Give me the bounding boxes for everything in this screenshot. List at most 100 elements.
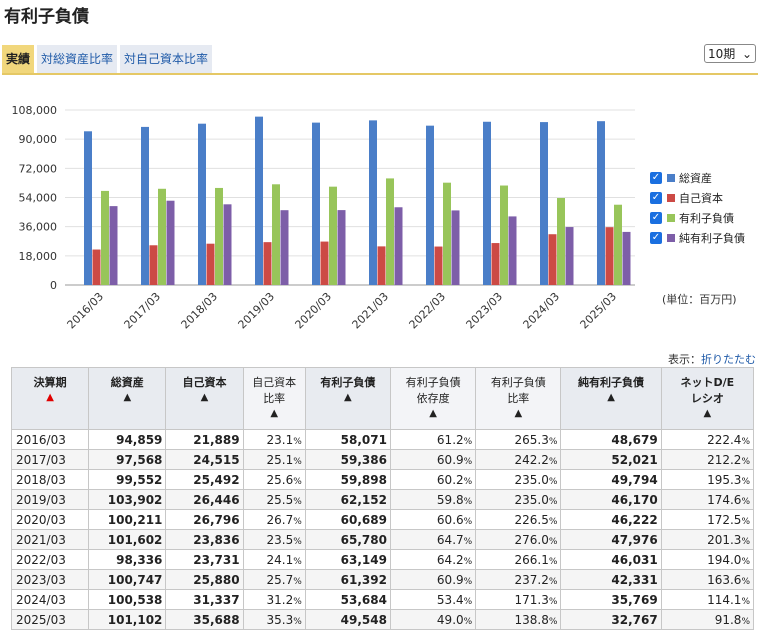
column-header[interactable]: 自己資本 ▲ <box>165 367 244 430</box>
tab-total-assets-ratio[interactable]: 対総資産比率 <box>37 45 118 73</box>
tab-results[interactable]: 実績 <box>2 45 35 73</box>
bar-0 <box>426 125 434 285</box>
tab-underline <box>2 73 758 75</box>
period-select-value: 10期 <box>708 47 736 61</box>
table-cell: 59,898 <box>304 469 391 490</box>
table-cell: 2025/03 <box>10 609 90 630</box>
sort-arrow-icon[interactable]: ▲ <box>344 392 352 403</box>
table-cell: 138.8% <box>475 609 562 630</box>
column-header[interactable]: 自己資本比率 ▲ <box>242 367 306 430</box>
x-tick-label: 2021/03 <box>350 290 392 332</box>
table-cell: 163.6% <box>660 569 755 590</box>
percent-suffix: % <box>548 616 558 627</box>
table-cell: 25.1% <box>242 449 306 470</box>
column-header-label: 自己資本 <box>252 376 297 389</box>
sort-arrow-icon[interactable]: ▲ <box>200 392 209 403</box>
column-header-label: レシオ <box>690 392 724 405</box>
percent-suffix: % <box>293 616 302 627</box>
table-cell: 46,222 <box>560 509 662 530</box>
percent-suffix: % <box>548 436 558 447</box>
bar-2 <box>101 190 109 285</box>
bar-0 <box>483 121 491 285</box>
column-header[interactable]: 純有利子負債 ▲ <box>560 367 662 430</box>
column-header[interactable]: 決算期 ▲ <box>10 367 90 430</box>
sort-arrow-icon[interactable]: ▲ <box>703 408 712 419</box>
display-toggle: 表示：折りたたむ <box>668 351 756 367</box>
y-tick-label: 108,000 <box>12 104 58 117</box>
percent-suffix: % <box>548 496 558 507</box>
column-header[interactable]: 有利子負債 比率 ▲ <box>475 367 562 430</box>
bar-0 <box>597 121 605 286</box>
column-header[interactable]: 総資産 ▲ <box>88 367 167 430</box>
table-cell: 24,515 <box>165 449 244 470</box>
x-tick-label: 2016/03 <box>65 290 107 332</box>
tab-equity-ratio[interactable]: 対自己資本比率 <box>120 45 213 73</box>
checkbox-icon[interactable]: ✓ <box>650 232 662 244</box>
table-cell: 2024/03 <box>10 589 90 610</box>
percent-suffix: % <box>293 436 302 447</box>
sort-arrow-icon[interactable]: ▲ <box>123 392 132 403</box>
column-header-label: ネットD/E <box>680 376 735 389</box>
table-cell: 65,780 <box>304 529 391 550</box>
table-cell: 32,767 <box>560 609 662 630</box>
table-row: 2019/03 103,902 26,446 25.5% 62,152 59.8% 235.… <box>10 489 755 510</box>
bar-3 <box>508 216 517 285</box>
percent-suffix: % <box>293 476 302 487</box>
table-cell: 174.6% <box>660 489 755 510</box>
column-header-label: 有利子負債 <box>405 376 461 389</box>
table-cell: 59,386 <box>304 449 391 470</box>
legend-swatch <box>667 234 675 242</box>
sort-arrow-icon[interactable]: ▲ <box>429 408 437 419</box>
legend-item[interactable]: ✓ 純有利子負債 <box>650 228 745 248</box>
sort-arrow-icon[interactable]: ▲ <box>607 392 615 403</box>
table-cell: 172.5% <box>660 509 755 530</box>
checkbox-icon[interactable]: ✓ <box>650 172 662 184</box>
column-header[interactable]: 有利子負債 ▲ <box>304 367 391 430</box>
column-header-label: 自己資本 <box>182 376 227 389</box>
column-header[interactable]: ネットD/E レシオ ▲ <box>660 367 755 430</box>
percent-suffix: % <box>463 436 473 447</box>
y-tick-label: 36,000 <box>19 221 58 234</box>
checkbox-icon[interactable]: ✓ <box>650 192 662 204</box>
column-header[interactable]: 有利子負債 依存度 ▲ <box>389 367 477 430</box>
sort-arrow-icon[interactable]: ▲ <box>514 408 523 419</box>
bar-1 <box>320 241 329 285</box>
checkbox-icon[interactable]: ✓ <box>650 212 662 224</box>
percent-suffix: % <box>548 536 558 547</box>
display-prefix: 表示： <box>668 353 701 366</box>
page-title: 有利子負債 <box>4 7 89 27</box>
table-cell: 100,538 <box>88 589 167 610</box>
table-cell: 46,170 <box>560 489 662 510</box>
legend-swatch <box>667 214 675 222</box>
percent-suffix: % <box>741 576 750 587</box>
percent-suffix: % <box>548 576 558 587</box>
bar-1 <box>149 245 158 285</box>
tab-bar: 実績 対総資産比率 対自己資本比率 <box>2 45 215 73</box>
period-select[interactable]: 10期 ⌄ <box>704 44 756 63</box>
table-cell: 97,568 <box>88 449 167 470</box>
percent-suffix: % <box>548 516 558 527</box>
collapse-link[interactable]: 折りたたむ <box>701 353 756 366</box>
column-header-label: 有利子負債 <box>490 376 546 389</box>
x-tick-label: 2024/03 <box>521 290 563 332</box>
table-cell: 194.0% <box>660 549 755 570</box>
table-cell: 49,548 <box>304 609 391 630</box>
bar-2 <box>386 178 394 285</box>
percent-suffix: % <box>548 596 558 607</box>
legend-item[interactable]: ✓ 自己資本 <box>650 188 745 208</box>
bar-3 <box>223 204 232 285</box>
legend-item[interactable]: ✓ 有利子負債 <box>650 208 745 228</box>
table-cell: 53,684 <box>304 589 391 610</box>
table-header-row: 決算期 ▲ 総資産 ▲ 自己資本 ▲ 自己資本 比率 ▲ 有利子負債 ▲ 有利子負債 依存度 ▲ 有利子負債… <box>10 367 755 430</box>
bar-3 <box>451 210 460 285</box>
bar-1 <box>491 243 500 285</box>
table-cell: 2023/03 <box>10 569 90 590</box>
table-cell: 61,392 <box>304 569 391 590</box>
table-cell: 2022/03 <box>10 549 90 570</box>
sort-arrow-icon[interactable]: ▲ <box>46 392 54 403</box>
table-cell: 25.6% <box>242 469 306 490</box>
sort-arrow-icon[interactable]: ▲ <box>270 408 279 419</box>
y-tick-label: 72,000 <box>19 162 58 175</box>
column-header-label: 比率 <box>263 392 286 405</box>
legend-item[interactable]: ✓ 総資産 <box>650 168 745 188</box>
